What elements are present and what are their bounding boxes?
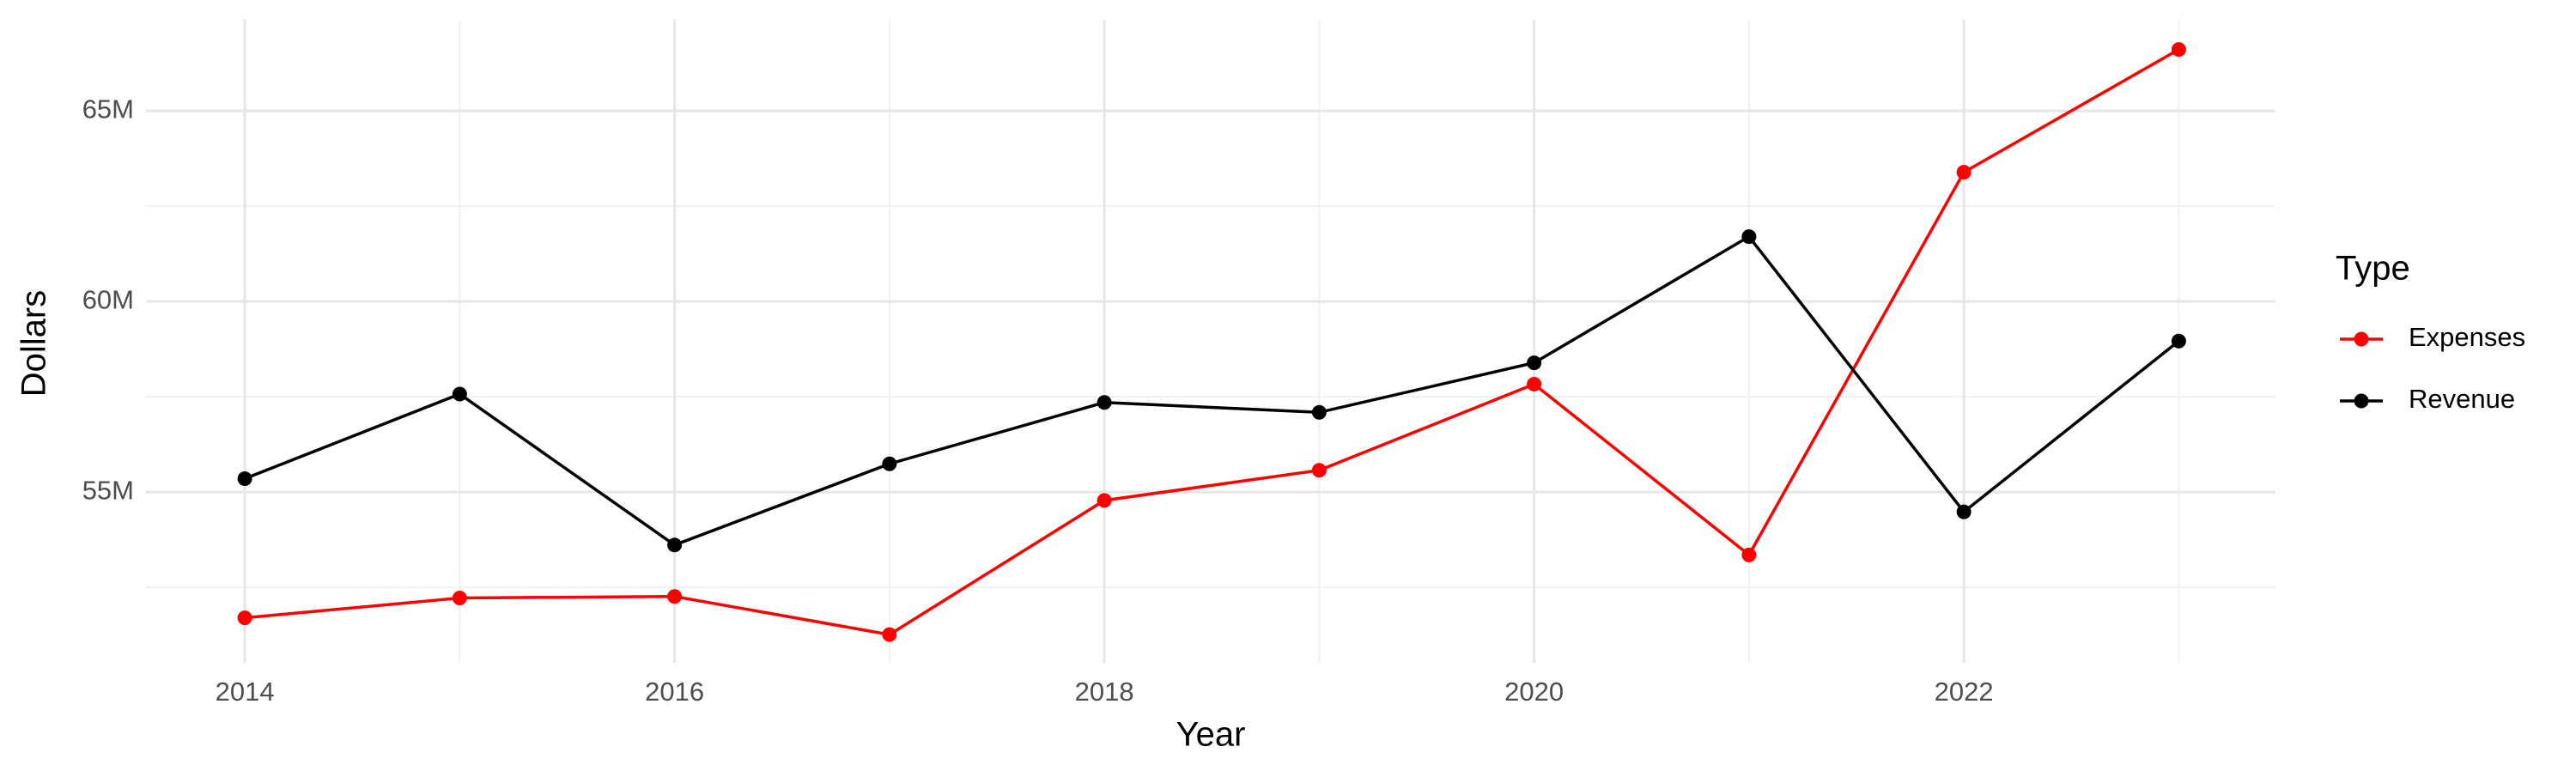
legend-label: Revenue [2409, 384, 2515, 414]
y-tick-label: 60M [82, 284, 134, 314]
data-point [1741, 229, 1757, 245]
series-line [244, 48, 2180, 636]
data-point [1097, 493, 1112, 508]
data-point [1097, 395, 1112, 410]
y-tick-label: 65M [82, 94, 134, 124]
legend-title: Type [2336, 250, 2410, 288]
data-point [1527, 376, 1542, 392]
x-tick-label: 2016 [645, 677, 704, 707]
x-axis-title: Year [1176, 716, 1246, 754]
data-point [1741, 547, 1757, 562]
y-tick-label: 55M [82, 475, 134, 505]
data-point [1956, 165, 1971, 180]
data-point [1311, 404, 1327, 420]
series-line [244, 234, 2180, 547]
data-point [1311, 463, 1327, 478]
y-axis-title: Dollars [15, 290, 53, 397]
x-tick-label: 2022 [1935, 677, 1994, 707]
data-point [237, 610, 252, 626]
data-point [882, 627, 897, 642]
data-point [667, 537, 683, 553]
x-tick-label: 2018 [1075, 677, 1134, 707]
data-point [2171, 333, 2186, 349]
data-point [452, 386, 467, 402]
x-tick-label: 2020 [1504, 677, 1564, 707]
legend-marker [2354, 331, 2369, 347]
data-point [2171, 42, 2186, 58]
data-point [1527, 355, 1542, 371]
legend-label: Expenses [2409, 322, 2525, 352]
data-point [667, 589, 683, 604]
data-point [882, 456, 897, 471]
data-point [452, 591, 467, 606]
data-point [237, 471, 252, 487]
data-point [1956, 504, 1971, 519]
legend-marker [2354, 393, 2369, 409]
x-tick-label: 2014 [216, 677, 275, 707]
